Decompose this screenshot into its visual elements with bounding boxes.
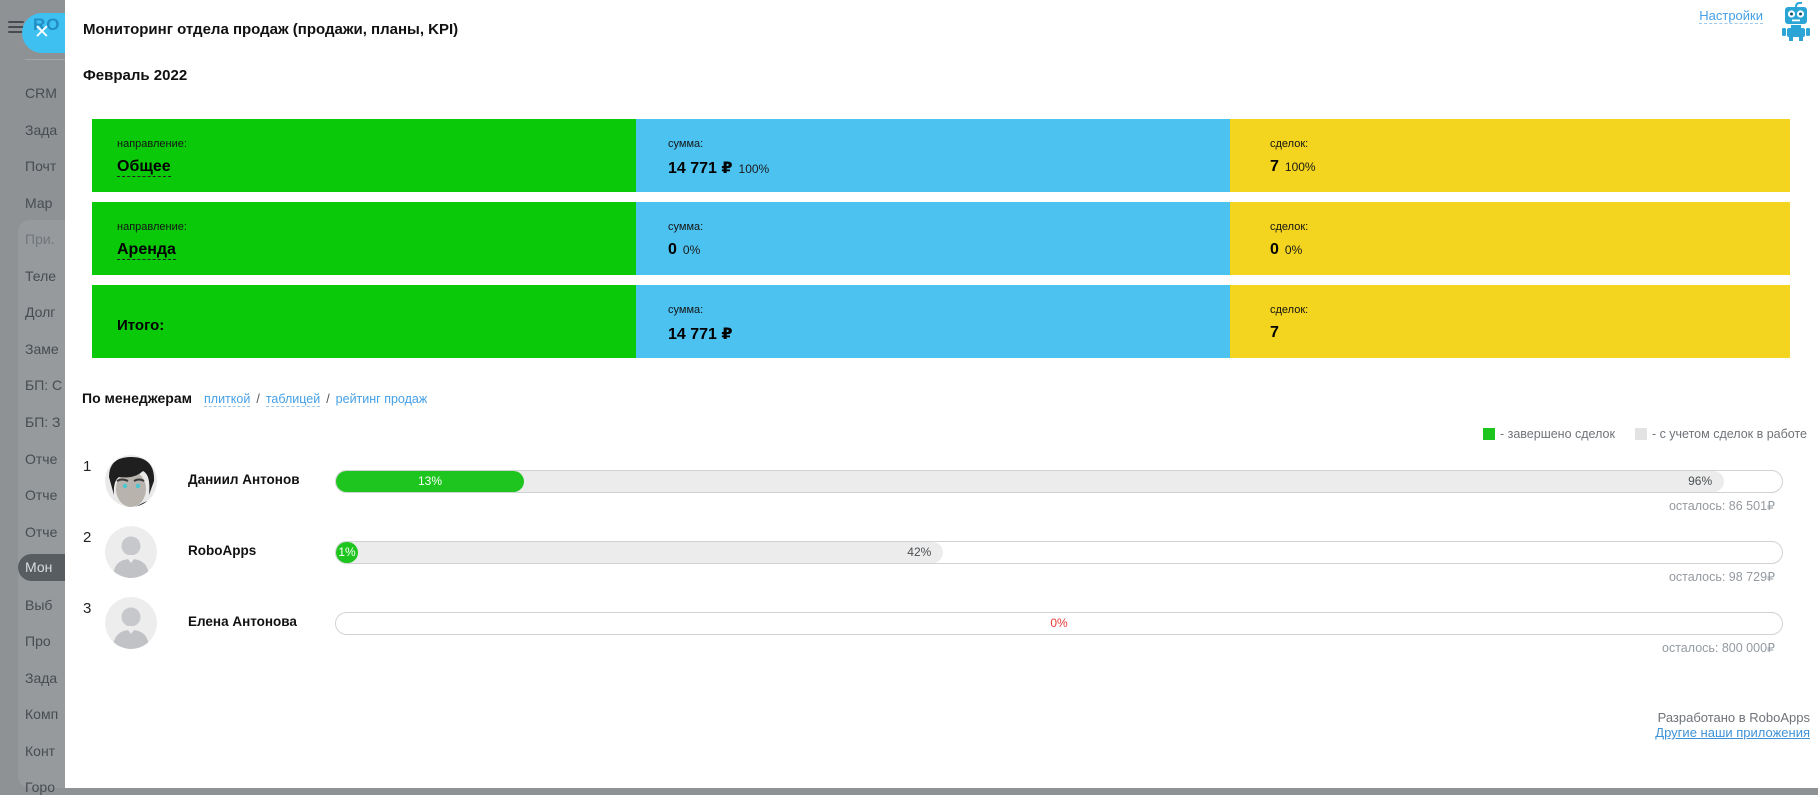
deals-label: сделок: <box>1270 138 1309 150</box>
summary-row: Итого: сумма: 14 771 ₽ сделок: 7 <box>92 285 1790 358</box>
progress-fill-inwork: 42% <box>336 542 944 563</box>
sidebar-item[interactable]: При. <box>25 231 55 248</box>
roboapps-logo-text: RO <box>33 15 61 34</box>
sidebar-item[interactable]: Конт <box>25 742 56 759</box>
manager-avatar[interactable] <box>105 597 157 649</box>
sidebar-divider <box>25 59 65 60</box>
deals-percent: 0% <box>1284 243 1303 257</box>
roboapps-robot-icon <box>1778 1 1814 46</box>
sum-label: сумма: <box>668 221 704 233</box>
page-title: Мониторинг отдела продаж (продажи, планы… <box>83 21 459 38</box>
sidebar: CRM Зада Почт Мар При. Теле Долг Заме БП: С БП: З… <box>0 0 182 795</box>
manager-row: 2 RoboApps 42% 1% осталось: 98 729₽ <box>83 526 1818 597</box>
sum-percent: 100% <box>738 162 770 176</box>
direction-value-link[interactable]: Аренда <box>117 241 176 260</box>
hamburger-menu-icon[interactable] <box>8 21 24 35</box>
manager-avatar[interactable] <box>105 455 157 507</box>
view-link-separator: / <box>326 392 330 406</box>
sidebar-item[interactable]: CRM <box>25 85 57 101</box>
progress-fill-done: 1% <box>336 542 358 563</box>
manager-row: 1 Даниил Антонов 96% 13% осталось: 86 50… <box>83 455 1818 526</box>
period-heading: Февраль 2022 <box>83 67 188 84</box>
progress-zero-label: 0% <box>1050 616 1068 630</box>
manager-name: RoboApps <box>188 543 257 558</box>
legend: - завершено сделок - с учетом сделок в ра… <box>1482 427 1807 441</box>
progress-fill-inwork: 96% <box>336 471 1725 492</box>
remaining-amount: осталось: 86 501₽ <box>1668 499 1775 513</box>
sidebar-item[interactable]: БП: С <box>25 377 63 394</box>
deals-value: 7 <box>1270 324 1279 341</box>
manager-rank: 3 <box>83 600 92 617</box>
sidebar-item[interactable]: Про <box>25 633 51 650</box>
manager-rank: 1 <box>83 458 92 475</box>
sum-percent: 0% <box>682 243 701 257</box>
settings-link[interactable]: Настройки <box>1699 8 1763 24</box>
legend-swatch <box>1634 428 1647 440</box>
sum-value: 14 771 ₽ <box>668 160 733 177</box>
manager-row: 3 Елена Антонова 0% осталось: 800 000₽ <box>83 597 1818 668</box>
footer: Разработано в RoboApps Другие наши прило… <box>1655 710 1810 741</box>
direction-value-link[interactable]: Общее <box>117 158 171 177</box>
progress-bar: 42% 1% <box>335 541 1783 564</box>
sidebar-item[interactable]: Теле <box>25 267 57 284</box>
sidebar-item[interactable]: Зада <box>25 121 58 138</box>
deals-label: сделок: <box>1270 221 1309 233</box>
progress-bar: 96% 13% <box>335 470 1783 493</box>
sum-value: 0 <box>668 241 677 258</box>
deals-label: сделок: <box>1270 304 1309 316</box>
summary-table: направление: Общее сумма: 14 771 ₽ 100% сдело… <box>92 119 1790 368</box>
sidebar-item[interactable]: Мар <box>25 194 53 211</box>
sidebar-item[interactable]: Зада <box>25 669 58 686</box>
close-icon: ✕ <box>34 22 50 43</box>
deals-value: 7 <box>1270 158 1279 175</box>
view-link[interactable]: рейтинг продаж <box>335 392 428 406</box>
developed-by-text: Разработано в RoboApps <box>1657 710 1810 725</box>
direction-label: направление: <box>117 221 187 233</box>
app-slider-panel: Мониторинг отдела продаж (продажи, планы… <box>65 0 1818 788</box>
sidebar-item[interactable]: Заме <box>25 340 59 357</box>
sidebar-item[interactable]: Отче <box>25 523 58 540</box>
summary-row: направление: Общее сумма: 14 771 ₽ 100% сдело… <box>92 119 1790 192</box>
sidebar-item[interactable]: Выб <box>25 596 53 613</box>
managers-section-title: По менеджерам <box>82 390 192 406</box>
legend-label: - завершено сделок <box>1499 427 1615 441</box>
other-apps-link[interactable]: Другие наши приложения <box>1655 725 1810 741</box>
legend-label: - с учетом сделок в работе <box>1651 427 1807 441</box>
sum-label: сумма: <box>668 304 704 316</box>
sidebar-item[interactable]: Комп <box>25 706 59 723</box>
deals-percent: 100% <box>1284 160 1316 174</box>
sidebar-item[interactable]: Отче <box>25 450 58 467</box>
sidebar-item[interactable]: БП: З <box>25 413 61 430</box>
managers-list: 1 Даниил Антонов 96% 13% осталось: 86 50… <box>83 455 1818 675</box>
view-link-separator: / <box>256 392 260 406</box>
sum-value: 14 771 ₽ <box>668 326 733 343</box>
remaining-amount: осталось: 800 000₽ <box>1662 641 1775 655</box>
manager-name: Даниил Антонов <box>188 472 300 487</box>
summary-row: направление: Аренда сумма: 0 0% сделок: 0 0% <box>92 202 1790 275</box>
sidebar-item[interactable]: Почт <box>25 158 57 175</box>
manager-avatar[interactable] <box>105 526 157 578</box>
direction-label: направление: <box>117 138 187 150</box>
manager-rank: 2 <box>83 529 92 546</box>
sidebar-item[interactable]: Отче <box>25 487 58 504</box>
legend-swatch <box>1482 428 1495 440</box>
view-link[interactable]: таблицей <box>265 392 321 407</box>
total-label: Итого: <box>117 317 165 334</box>
sidebar-item[interactable]: Долг <box>25 304 56 321</box>
legend-item: - с учетом сделок в работе <box>1634 427 1807 441</box>
legend-item: - завершено сделок <box>1482 427 1615 441</box>
deals-value: 0 <box>1270 241 1279 258</box>
progress-bar: 0% <box>335 612 1783 635</box>
progress-fill-done: 13% <box>336 471 524 492</box>
view-switcher: плиткой / таблицей / рейтинг продаж <box>204 392 427 407</box>
manager-name: Елена Антонова <box>188 614 297 629</box>
sum-label: сумма: <box>668 138 704 150</box>
view-link[interactable]: плиткой <box>204 392 251 407</box>
remaining-amount: осталось: 98 729₽ <box>1668 570 1775 584</box>
